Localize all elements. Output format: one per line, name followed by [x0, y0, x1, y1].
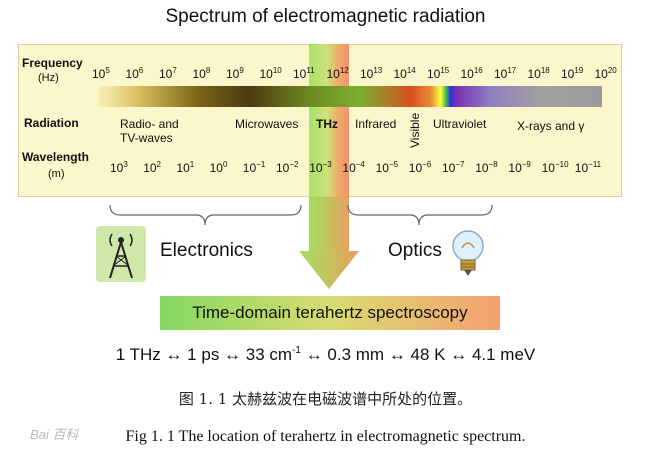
wavelength-tick: 10−5 — [375, 160, 399, 175]
thz-arrow-head — [299, 251, 359, 289]
frequency-tick: 105 — [92, 66, 110, 81]
frequency-tick: 1011 — [293, 66, 315, 81]
frequency-unit: (Hz) — [38, 72, 59, 84]
frequency-tick: 108 — [192, 66, 211, 81]
conversion-exponent: -1 — [292, 345, 301, 356]
visible-label: Visible — [408, 112, 422, 148]
frequency-label: Frequency — [22, 56, 83, 70]
frequency-tick: 1019 — [561, 66, 584, 81]
radiation-label: Radiation — [24, 116, 79, 130]
caption-chinese: 图 1. 1 太赫兹波在电磁波谱中所处的位置。 — [178, 390, 473, 408]
figure-title: Spectrum of electromagnetic radiation — [165, 6, 486, 27]
optics-label: Optics — [388, 240, 442, 261]
wavelength-unit: (m) — [48, 168, 65, 180]
wavelength-tick: 10−10 — [541, 160, 569, 175]
light-bulb-icon — [452, 230, 484, 276]
wavelength-tick: 10−11 — [574, 160, 602, 175]
wavelength-tick: 101 — [176, 160, 195, 175]
ultraviolet-label: Ultraviolet — [433, 117, 487, 131]
electronics-label: Electronics — [160, 240, 253, 261]
optics-brace — [347, 204, 493, 226]
wavelength-tick: 10−4 — [342, 160, 365, 175]
radio-label: Radio- and — [120, 117, 179, 131]
frequency-tick: 1015 — [427, 66, 450, 81]
wavelength-tick: 10−9 — [508, 160, 531, 175]
tdts-box: Time-domain terahertz spectroscopy — [160, 296, 500, 330]
thz-arrow-shaft — [309, 197, 349, 253]
tv-label: TV-waves — [120, 131, 173, 145]
wavelength-tick: 103 — [110, 160, 128, 175]
frequency-tick: 106 — [125, 66, 144, 81]
thz-highlight-bar — [309, 44, 349, 197]
microwaves-label: Microwaves — [235, 117, 299, 131]
wavelength-tick: 10−2 — [276, 160, 299, 175]
frequency-tick: 1018 — [527, 66, 550, 81]
conversion-part1: 1 THz ↔ 1 ps ↔ 33 cm — [115, 345, 293, 364]
frequency-tick: 1020 — [594, 66, 617, 81]
conversion-part2: ↔ 0.3 mm ↔ 48 K ↔ 4.1 meV — [300, 345, 536, 364]
caption-english: Fig 1. 1 The location of terahertz in el… — [125, 428, 526, 445]
watermark: Bai 百科 — [30, 427, 79, 442]
frequency-tick: 1013 — [360, 66, 383, 81]
antenna-tower-icon — [96, 226, 146, 282]
xray-label: X-rays and γ — [517, 119, 585, 133]
tdts-label: Time-domain terahertz spectroscopy — [192, 303, 468, 322]
thz-label: THz — [316, 117, 338, 131]
frequency-tick: 107 — [159, 66, 177, 81]
frequency-tick: 1010 — [259, 66, 282, 81]
wavelength-tick: 102 — [143, 160, 161, 175]
electronics-brace — [109, 204, 302, 226]
frequency-tick: 1012 — [326, 66, 349, 81]
wavelength-label: Wavelength — [22, 150, 89, 164]
infrared-label: Infrared — [355, 117, 397, 131]
wavelength-tick: 10−3 — [309, 160, 332, 175]
unit-conversion: 1 THz ↔ 1 ps ↔ 33 cm-1 ↔ 0.3 mm ↔ 48 K ↔… — [0, 345, 651, 365]
wavelength-tick: 10−1 — [242, 160, 266, 175]
frequency-tick: 1017 — [494, 66, 517, 81]
wavelength-tick: 10−6 — [408, 160, 432, 175]
frequency-tick: 1014 — [393, 66, 416, 81]
wavelength-tick: 10−8 — [475, 160, 498, 175]
wavelength-tick: 10−7 — [442, 160, 465, 175]
spectrum-color-band — [98, 86, 602, 107]
frequency-tick: 1016 — [460, 66, 483, 81]
wavelength-tick: 100 — [209, 160, 228, 175]
frequency-tick: 109 — [226, 66, 244, 81]
